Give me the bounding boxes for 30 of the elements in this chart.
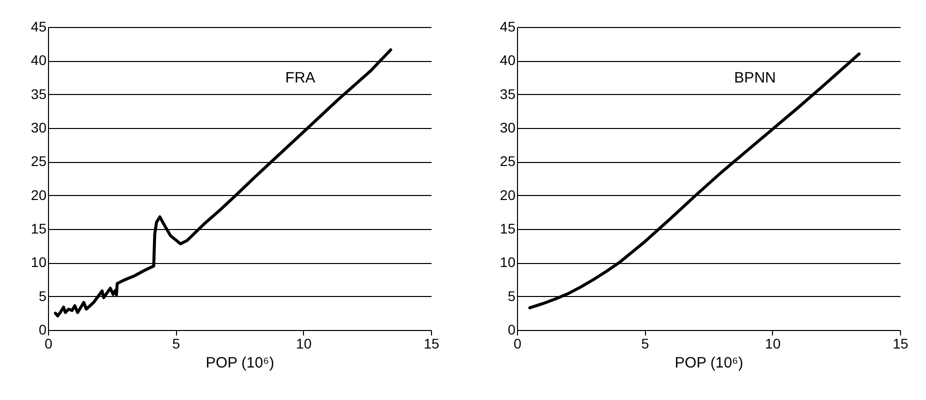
x-tick-label: 15 [424,336,440,352]
y-tick-label: 40 [30,52,47,68]
y-tick-label: 30 [500,120,516,136]
series-label: FRA [285,70,316,86]
x-tick-label: 10 [765,336,781,352]
y-tick-label: 0 [38,322,47,338]
y-tick-label: 30 [30,120,47,136]
y-tick-label: 15 [500,220,516,236]
y-tick-label: 25 [30,153,47,170]
y-tick-label: 20 [30,186,47,203]
y-tick-label: 15 [30,220,47,236]
x-tick-label: 10 [296,336,312,352]
y-tick-label: 45 [500,18,516,34]
x-axis-title: POP (10⁶) [206,354,274,372]
x-tick-label: 5 [641,336,650,352]
y-tick-label: 40 [500,52,516,68]
y-tick-label: 45 [30,18,47,34]
y-tick-label: 35 [500,86,516,102]
x-axis-title: POP (10⁶) [674,354,744,372]
text: BPNN [734,70,776,86]
y-tick-label: 10 [30,254,47,270]
y-tick-label: 5 [38,288,47,304]
x-tick-label: 5 [172,336,180,352]
x-tick-label: 15 [892,336,908,352]
y-tick-label: 25 [500,153,516,170]
y-tick-label: 35 [30,86,47,102]
y-tick-label: 0 [508,322,516,338]
y-tick-label: 5 [508,288,516,304]
y-tick-label: 10 [500,254,516,270]
y-tick-label: 20 [500,186,516,203]
